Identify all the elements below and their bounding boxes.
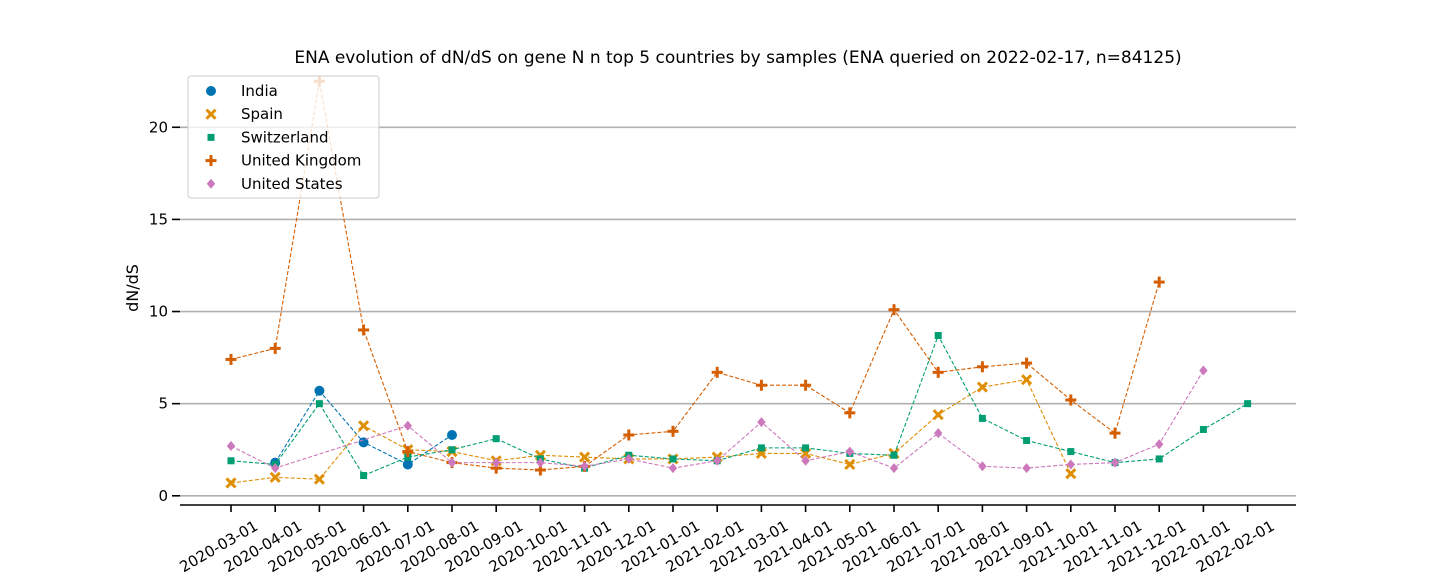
data-point: [205, 155, 217, 167]
data-point: [402, 459, 413, 470]
y-tick-label: 5: [158, 395, 168, 413]
data-point: [206, 86, 216, 96]
data-point: [667, 425, 679, 437]
y-tick-label: 20: [149, 118, 168, 136]
data-point: [492, 435, 500, 443]
data-point: [757, 444, 765, 452]
data-point: [1199, 425, 1207, 433]
data-point: [206, 178, 216, 189]
series-line: [230, 370, 1204, 469]
data-point: [447, 429, 457, 440]
data-point: [1244, 400, 1252, 408]
data-point: [669, 455, 677, 463]
data-point: [624, 453, 633, 464]
y-axis-label: dN/dS: [123, 264, 142, 312]
legend: India Spain Switzerland United Kingdom Unite…: [187, 75, 380, 199]
data-point: [845, 446, 854, 457]
data-point: [358, 420, 370, 432]
data-point: [404, 453, 412, 461]
data-point: [711, 366, 723, 378]
legend-label: United Kingdom: [241, 152, 361, 170]
data-point: [579, 451, 591, 463]
series-line: [230, 334, 1248, 477]
data-point: [225, 353, 237, 365]
data-point: [844, 407, 856, 419]
data-point: [358, 324, 370, 336]
y-tick-label: 0: [158, 487, 168, 505]
series-switzerland: [227, 331, 1252, 480]
data-point: [1067, 448, 1075, 456]
legend-label: India: [241, 82, 278, 100]
data-point: [313, 473, 325, 485]
data-point: [448, 446, 456, 454]
data-point: [402, 446, 414, 458]
data-point: [801, 455, 810, 466]
chart-title: ENA evolution of dN/dS on gene N n top 5…: [294, 48, 1181, 68]
legend-label: Spain: [241, 105, 283, 123]
data-point: [1110, 457, 1120, 468]
data-point: [802, 444, 810, 452]
data-point: [403, 420, 412, 431]
data-point: [1065, 394, 1077, 406]
data-point: [976, 381, 988, 393]
data-point: [492, 457, 501, 468]
legend-label: Switzerland: [241, 128, 329, 146]
data-point: [932, 366, 944, 378]
data-point: [1199, 365, 1208, 376]
data-point: [1021, 374, 1033, 386]
data-point: [934, 428, 943, 439]
data-point: [271, 463, 280, 474]
data-point: [976, 361, 988, 373]
data-point: [757, 417, 766, 428]
legend-frame: [187, 75, 380, 199]
data-point: [890, 451, 898, 459]
data-point: [226, 441, 236, 452]
series-spain: [225, 374, 1077, 489]
data-point: [1155, 439, 1164, 450]
data-point: [360, 472, 368, 480]
data-point: [1066, 459, 1075, 470]
data-point: [713, 455, 722, 466]
data-point: [934, 331, 942, 339]
data-point: [1153, 276, 1165, 288]
data-point: [315, 400, 323, 408]
data-point: [668, 463, 678, 474]
data-point: [269, 342, 281, 354]
data-point: [844, 458, 856, 471]
data-point: [1109, 427, 1121, 439]
data-point: [932, 409, 944, 421]
data-point: [227, 457, 235, 465]
data-point: [269, 471, 281, 483]
data-point: [358, 437, 369, 448]
data-point: [536, 457, 545, 468]
data-point: [889, 463, 899, 474]
data-point: [447, 457, 457, 468]
data-point: [623, 429, 635, 441]
data-point: [1155, 455, 1163, 463]
data-point: [888, 304, 900, 316]
data-point: [580, 461, 589, 472]
series-line: [230, 81, 1160, 471]
data-point: [225, 477, 237, 489]
data-point: [205, 108, 217, 120]
data-point: [314, 385, 325, 396]
y-tick-label: 10: [149, 303, 168, 321]
data-point: [755, 379, 767, 391]
data-point: [207, 133, 215, 141]
series-line: [230, 379, 1072, 484]
series-united-states: [226, 365, 1208, 474]
data-point: [978, 414, 986, 422]
series-layer: [225, 75, 1252, 489]
legend-label: United States: [241, 175, 343, 193]
y-tick-label: 15: [149, 210, 168, 228]
data-point: [978, 461, 987, 472]
data-point: [1023, 437, 1031, 445]
data-point: [1022, 463, 1031, 474]
data-point: [1065, 468, 1077, 480]
data-point: [800, 379, 812, 391]
data-point: [1021, 357, 1033, 369]
